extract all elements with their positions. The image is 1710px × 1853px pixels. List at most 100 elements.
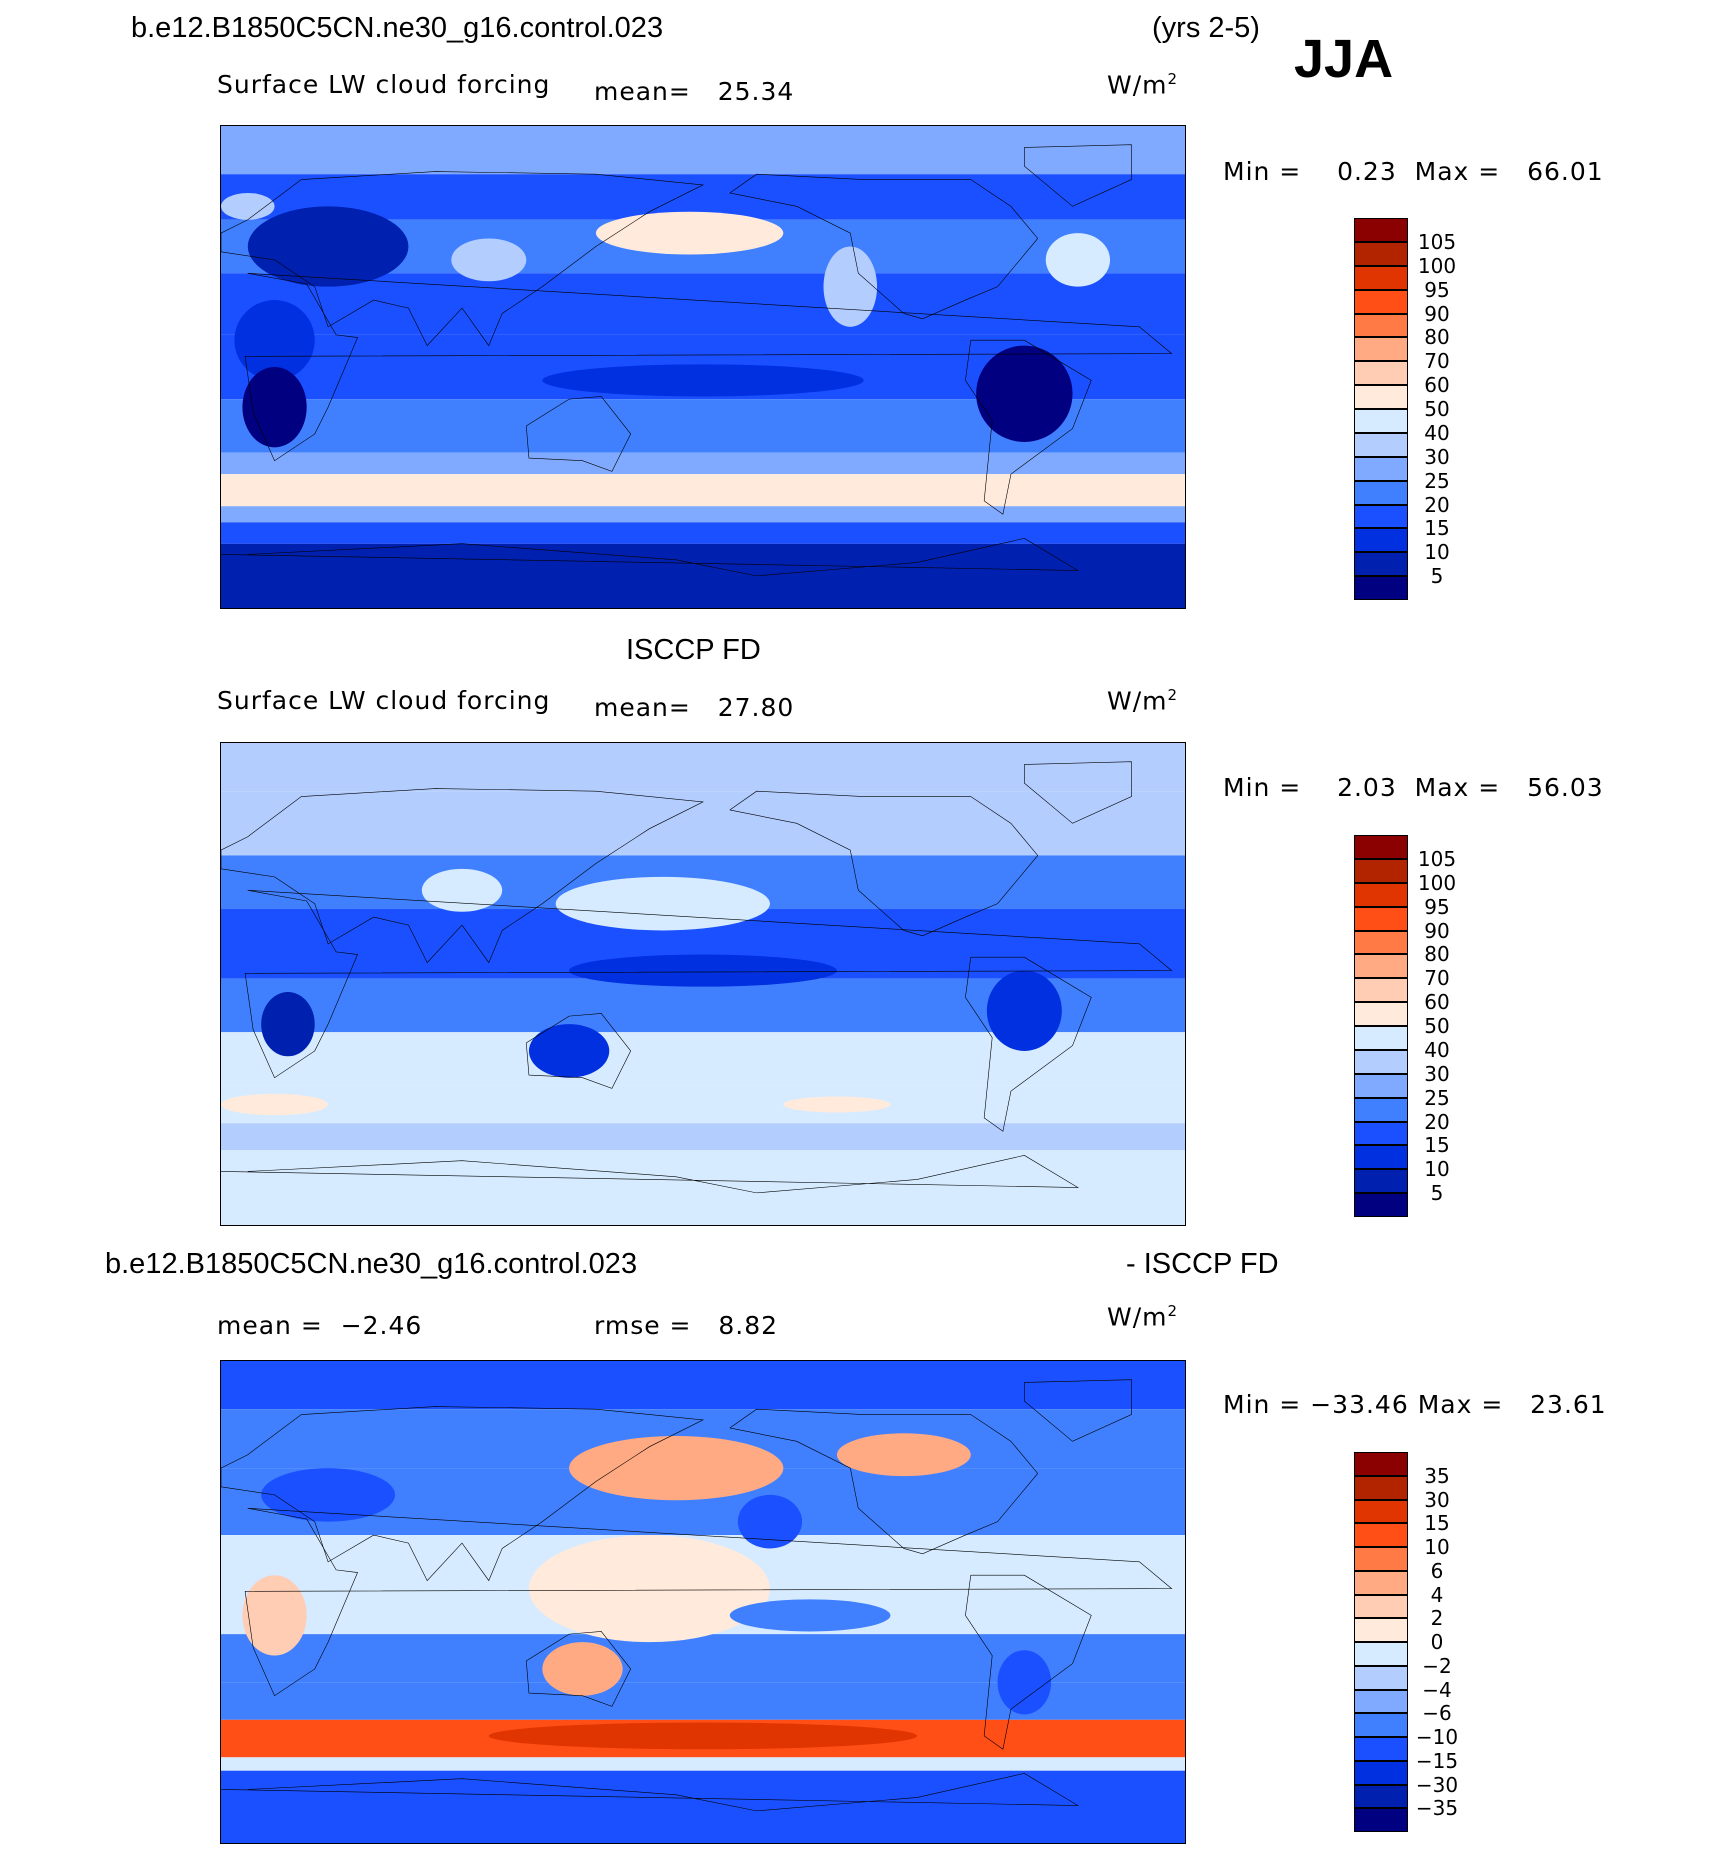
contour-region [221,192,275,220]
contour-region [595,211,784,255]
colorbar-tick-label: 80 [1424,325,1450,350]
contour-region [823,246,878,327]
coastline [221,1773,1078,1810]
colorbar-swatch [1354,552,1408,577]
contour-region [836,1433,971,1477]
contour-region [542,1642,623,1696]
contour-region [247,206,409,287]
coastline [965,340,1091,514]
colorbar-tick-label: 5 [1430,564,1444,589]
colorbar-tick-label: 95 [1424,277,1450,302]
colorbar-swatch [1354,1499,1408,1524]
coastline [965,1575,1091,1749]
colorbar-tick-label: −15 [1415,1748,1459,1773]
colorbar-tick-label: −30 [1415,1772,1459,1797]
coastline [245,273,1172,460]
colorbar-tick-label: 70 [1424,966,1450,991]
coastline [730,174,1038,319]
colorbar-tick-label: 50 [1424,397,1450,421]
colorbar-swatch [1354,1737,1408,1761]
contour-region [421,868,503,912]
case-title: b.e12.B1850C5CN.ne30_g16.control.023 [131,12,664,44]
colorbar-tick-label: 6 [1430,1558,1444,1583]
panel3-title-left: b.e12.B1850C5CN.ne30_g16.control.023 [105,1248,638,1280]
contour-band [221,791,1185,856]
contour-region [242,367,307,448]
colorbar-tick-label: 90 [1424,301,1450,326]
panel3-units: W/m2 [1107,1302,1179,1332]
colorbar-tick-label: 10 [1424,540,1450,565]
colorbar-swatch [1354,337,1408,362]
colorbar-swatch [1354,1689,1408,1714]
panel2-colorbar [1354,835,1408,1217]
colorbar-tick-label: 90 [1424,918,1450,943]
panel3-title-right: - ISCCP FD [1126,1248,1279,1280]
colorbar-tick-label: 105 [1417,846,1457,871]
colorbar-swatch [1354,1475,1408,1500]
coastline [245,1508,1172,1695]
contour-region [729,1599,891,1632]
contour-band [221,1150,1185,1225]
coastline [221,538,1078,575]
coastline [221,1155,1078,1192]
colorbar-swatch [1354,1642,1408,1666]
contour-band [221,126,1185,175]
panel1-colorbar [1354,218,1408,600]
panel2-minmax: Min = 2.03 Max = 56.03 [1223,773,1604,802]
season-label: JJA [1294,29,1394,89]
years-label: (yrs 2-5) [1152,12,1260,44]
colorbar-swatch [1354,289,1408,314]
colorbar-swatch [1354,1784,1408,1809]
colorbar-swatch [1354,1169,1408,1194]
contour-region [528,1535,770,1643]
contour-region [569,954,837,987]
colorbar-swatch [1354,456,1408,481]
coastline [1024,145,1131,207]
colorbar-swatch [1354,1097,1408,1122]
colorbar-tick-label: 4 [1430,1582,1444,1607]
contour-region [555,876,770,931]
colorbar-swatch [1354,1618,1408,1642]
colorbar-swatch [1354,1570,1408,1595]
colorbar-tick-label: 70 [1424,349,1450,374]
contour-band [221,452,1185,475]
colorbar-swatch [1354,1808,1408,1832]
contour-region [542,364,864,397]
contour-region [261,1468,396,1522]
colorbar-tick-label: 50 [1424,1014,1450,1038]
colorbar-tick-label: 95 [1424,894,1450,919]
coastline [221,172,703,346]
colorbar-swatch [1354,528,1408,553]
panel1-map [220,125,1186,609]
panel1-mean: mean= 25.34 [594,77,795,106]
panel1-variable: Surface LW cloud forcing [217,70,551,99]
contour-band [221,1123,1185,1151]
contour-region [569,1435,784,1501]
coastline [1024,762,1131,824]
coastline [1024,1380,1131,1442]
contour-region [242,1575,307,1656]
colorbar-swatch [1354,576,1408,600]
contour-region [221,1093,329,1116]
colorbar-swatch [1354,954,1408,979]
contour-region [234,300,315,381]
panel2-units: W/m2 [1107,686,1179,716]
colorbar-swatch [1354,906,1408,931]
colorbar-tick-label: 40 [1424,1037,1450,1062]
contour-band [221,474,1185,507]
contour-region [783,1096,891,1113]
coastline [245,890,1172,1077]
contour-region [451,238,527,282]
contour-band [221,506,1185,523]
colorbar-swatch [1354,1713,1408,1737]
coastline [965,957,1091,1131]
coastline [730,791,1038,936]
colorbar-swatch [1354,1026,1408,1050]
colorbar-tick-label: 25 [1424,468,1450,493]
contour-band [221,743,1185,792]
colorbar-swatch [1354,241,1408,266]
colorbar-swatch [1354,480,1408,505]
colorbar-swatch [1354,313,1408,338]
colorbar-tick-label: 60 [1424,373,1450,398]
